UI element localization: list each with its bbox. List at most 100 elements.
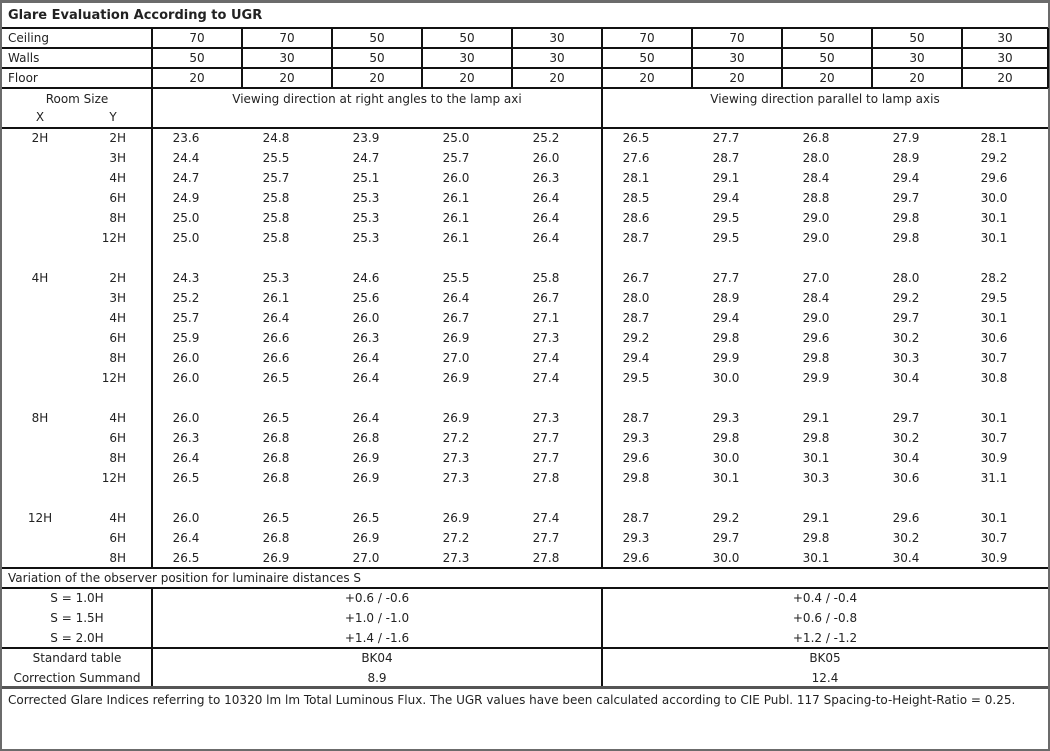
ugr-value: 25.0 xyxy=(442,131,470,145)
ugr-value: 30.4 xyxy=(892,451,920,465)
reflectance-value: 20 xyxy=(639,71,655,85)
column-divider xyxy=(151,588,153,688)
ugr-value: 25.3 xyxy=(352,191,380,205)
room-y-value: 8H xyxy=(109,211,126,225)
ugr-value: 29.4 xyxy=(712,311,740,325)
ugr-value: 30.1 xyxy=(980,311,1008,325)
ugr-value: 26.6 xyxy=(262,331,290,345)
ugr-value: 23.9 xyxy=(352,131,380,145)
ugr-value: 30.7 xyxy=(980,431,1008,445)
column-divider xyxy=(781,28,783,88)
ugr-value: 27.3 xyxy=(532,331,560,345)
ugr-value: 26.0 xyxy=(352,311,380,325)
ugr-value: 29.2 xyxy=(712,511,740,525)
column-divider xyxy=(331,28,333,88)
ugr-value: 27.7 xyxy=(532,431,560,445)
ugr-value: 28.1 xyxy=(622,171,650,185)
room-x-value: 12H xyxy=(27,511,53,525)
ugr-value: 29.6 xyxy=(892,511,920,525)
column-divider xyxy=(601,88,603,568)
ugr-value: 30.7 xyxy=(980,531,1008,545)
ugr-value: 26.6 xyxy=(262,351,290,365)
room-y-value: 2H xyxy=(109,131,126,145)
ugr-value: 27.8 xyxy=(532,551,560,565)
ugr-value: 27.3 xyxy=(532,411,560,425)
room-y-value: 8H xyxy=(109,551,126,565)
reflectance-value: 20 xyxy=(279,71,295,85)
ugr-value: 29.1 xyxy=(712,171,740,185)
ugr-value: 28.7 xyxy=(622,511,650,525)
ugr-value: 29.5 xyxy=(712,231,740,245)
y-header: Y xyxy=(109,110,117,124)
ugr-value: 27.4 xyxy=(532,351,560,365)
ugr-value: 25.9 xyxy=(172,331,200,345)
ugr-value: 29.6 xyxy=(622,551,650,565)
column-divider xyxy=(601,28,603,88)
column-divider xyxy=(1047,28,1049,88)
variation-title: Variation of the observer position for l… xyxy=(8,571,362,585)
ugr-value: 29.8 xyxy=(892,231,920,245)
column-divider xyxy=(421,28,423,88)
ugr-value: 29.2 xyxy=(980,151,1008,165)
ugr-value: 30.1 xyxy=(980,411,1008,425)
ugr-value: 29.7 xyxy=(892,191,920,205)
column-divider xyxy=(511,28,513,88)
ugr-value: 26.4 xyxy=(262,311,290,325)
ugr-value: 29.8 xyxy=(712,331,740,345)
room-y-value: 3H xyxy=(109,151,126,165)
ugr-value: 26.4 xyxy=(172,531,200,545)
x-header: X xyxy=(35,110,45,124)
ugr-value: 27.0 xyxy=(442,351,470,365)
ugr-value: 27.0 xyxy=(352,551,380,565)
reflectance-value: 30 xyxy=(909,51,925,65)
variation-s-label: S = 2.0H xyxy=(50,631,104,645)
ugr-value: 26.1 xyxy=(262,291,290,305)
ugr-value: 30.0 xyxy=(712,451,740,465)
column-divider xyxy=(601,588,603,688)
ugr-value: 25.7 xyxy=(172,311,200,325)
ugr-value: 30.7 xyxy=(980,351,1008,365)
footer-note: Corrected Glare Indices referring to 103… xyxy=(8,693,1016,707)
reflectance-value: 20 xyxy=(369,71,385,85)
reflectance-value: 20 xyxy=(819,71,835,85)
row-divider xyxy=(2,27,1048,29)
ugr-value: 25.0 xyxy=(172,211,200,225)
ugr-value: 25.3 xyxy=(352,211,380,225)
ugr-value: 28.4 xyxy=(802,171,830,185)
ugr-value: 27.6 xyxy=(622,151,650,165)
ugr-value: 28.7 xyxy=(622,411,650,425)
ugr-value: 27.3 xyxy=(442,451,470,465)
reflectance-value: 30 xyxy=(997,51,1013,65)
ugr-value: 27.3 xyxy=(442,471,470,485)
reflectance-value: 70 xyxy=(189,31,205,45)
ugr-value: 26.7 xyxy=(532,291,560,305)
ugr-value: 26.0 xyxy=(172,371,200,385)
ugr-value: 25.8 xyxy=(532,271,560,285)
room-y-value: 3H xyxy=(109,291,126,305)
ugr-value: 25.3 xyxy=(352,231,380,245)
ugr-value: 26.7 xyxy=(442,311,470,325)
ugr-value: 30.1 xyxy=(980,211,1008,225)
ugr-value: 30.0 xyxy=(712,371,740,385)
ugr-value: 26.5 xyxy=(262,411,290,425)
ugr-value: 29.2 xyxy=(622,331,650,345)
ugr-value: 26.9 xyxy=(442,411,470,425)
ugr-value: 29.0 xyxy=(802,311,830,325)
ugr-value: 29.1 xyxy=(802,411,830,425)
reflectance-value: 30 xyxy=(459,51,475,65)
reflectance-value: 30 xyxy=(997,31,1013,45)
section-divider xyxy=(2,567,1048,569)
room-x-value: 4H xyxy=(31,271,49,285)
ugr-value: 29.4 xyxy=(712,191,740,205)
reflectance-value: 20 xyxy=(909,71,925,85)
ugr-value: 26.3 xyxy=(532,171,560,185)
ugr-value: 27.9 xyxy=(892,131,920,145)
variation-parallel: +0.4 / -0.4 xyxy=(792,591,858,605)
reflectance-value: 50 xyxy=(639,51,655,65)
ugr-value: 26.8 xyxy=(262,431,290,445)
ugr-value: 28.8 xyxy=(802,191,830,205)
column-divider xyxy=(241,28,243,88)
ugr-value: 29.3 xyxy=(622,531,650,545)
reflectance-value: 30 xyxy=(279,51,295,65)
ugr-value: 29.0 xyxy=(802,211,830,225)
